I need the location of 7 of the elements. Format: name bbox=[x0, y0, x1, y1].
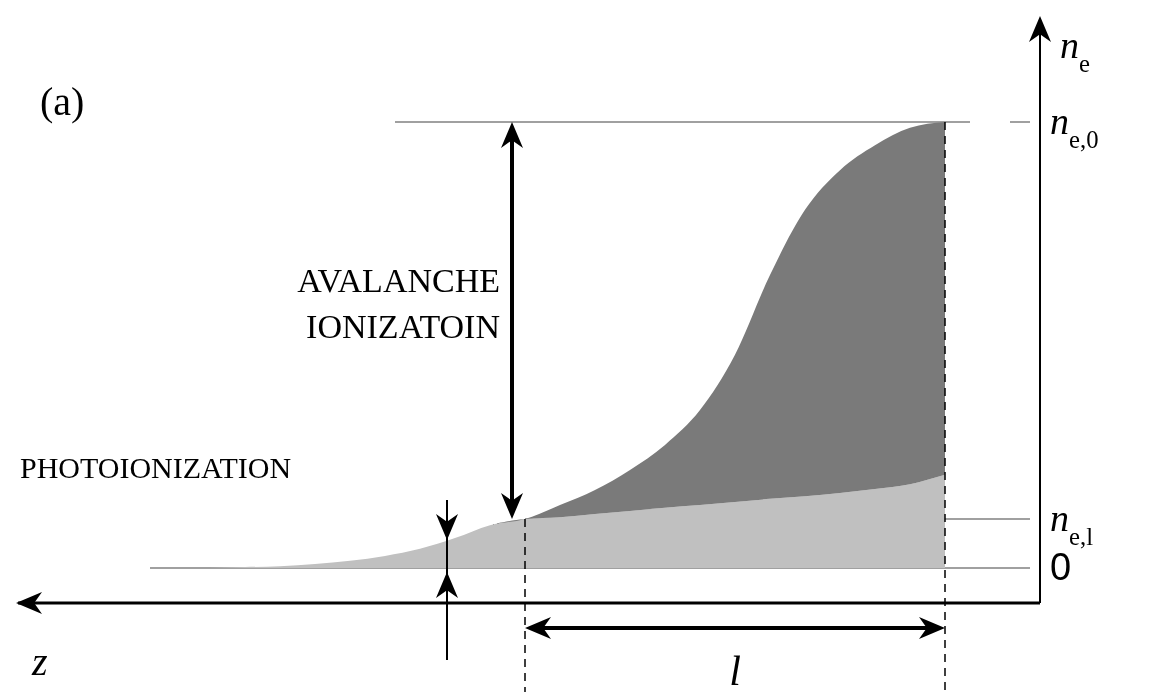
text: (a) bbox=[40, 79, 85, 124]
x-axis-title: z bbox=[31, 639, 48, 684]
ref-line-label: n$_{e,0}$ bbox=[1050, 100, 1099, 153]
annotation: AVALANCHE IONIZATOIN bbox=[297, 262, 500, 345]
annotation: PHOTOIONIZATION bbox=[20, 451, 292, 484]
text: l bbox=[729, 648, 741, 692]
y-axis-title: n$_{e}$ bbox=[1060, 24, 1090, 77]
